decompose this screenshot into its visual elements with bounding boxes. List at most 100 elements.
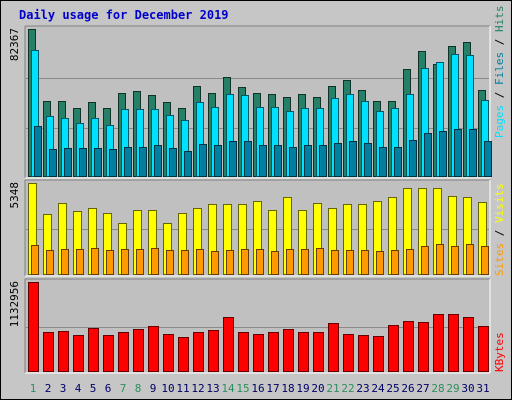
bar-sites-day-1 (31, 245, 39, 275)
bar-pages-day-17 (274, 145, 282, 177)
bar-kbytes-day-12 (193, 332, 204, 372)
bar-pages-day-27 (424, 133, 432, 177)
x-tick-label-day-11: 11 (176, 382, 189, 395)
bar-sites-day-12 (196, 249, 204, 275)
bar-pages-day-16 (259, 145, 267, 177)
bar-kbytes-day-6 (103, 335, 114, 372)
bar-kbytes-day-15 (238, 332, 249, 372)
bar-sites-day-16 (256, 249, 264, 275)
x-tick-label-day-4: 4 (75, 382, 82, 395)
bar-sites-day-17 (271, 251, 279, 275)
x-tick-label-day-6: 6 (105, 382, 112, 395)
bar-sites-day-11 (181, 250, 189, 275)
bar-sites-day-27 (421, 246, 429, 275)
legend-kbytes: KBytes (493, 332, 506, 372)
right-axis-legend: Pages / Files / Hits (493, 6, 506, 139)
x-tick-label-day-31: 31 (476, 382, 489, 395)
bar-sites-day-15 (241, 249, 249, 275)
chart-title: Daily usage for December 2019 (19, 8, 229, 22)
bar-pages-day-14 (229, 141, 237, 177)
bar-kbytes-day-10 (163, 334, 174, 372)
bar-kbytes-day-27 (418, 322, 429, 372)
x-tick-label-day-25: 25 (386, 382, 399, 395)
bar-kbytes-day-5 (88, 328, 99, 372)
bar-pages-day-7 (124, 147, 132, 177)
bar-sites-day-23 (361, 250, 369, 275)
bar-pages-day-19 (304, 145, 312, 177)
x-tick-label-day-5: 5 (90, 382, 97, 395)
right-axis-legend: Sites / Visits (493, 183, 506, 276)
x-tick-label-day-9: 9 (150, 382, 157, 395)
x-tick-label-day-2: 2 (45, 382, 52, 395)
bar-kbytes-day-4 (73, 335, 84, 372)
bar-sites-day-5 (91, 248, 99, 275)
bar-sites-day-21 (331, 250, 339, 275)
bar-pages-day-10 (169, 148, 177, 177)
panel-1: 82367 Pages / Files / Hits (8, 6, 506, 179)
x-tick-label-day-21: 21 (326, 382, 339, 395)
panel-3: 1132956 KBytes (8, 278, 506, 374)
bar-pages-day-5 (94, 148, 102, 177)
bar-kbytes-day-19 (298, 332, 309, 372)
bar-kbytes-day-22 (343, 334, 354, 372)
bar-kbytes-day-29 (448, 314, 459, 372)
bar-pages-day-8 (139, 147, 147, 177)
x-tick-label-day-15: 15 (236, 382, 249, 395)
bar-sites-day-31 (481, 246, 489, 275)
bar-sites-day-14 (226, 250, 234, 275)
bar-sites-day-19 (301, 249, 309, 275)
bar-pages-day-24 (379, 147, 387, 177)
bar-sites-day-28 (436, 244, 444, 275)
bar-pages-day-23 (364, 143, 372, 177)
bar-kbytes-day-23 (358, 335, 369, 372)
bar-pages-day-25 (394, 147, 402, 177)
x-tick-label-day-16: 16 (251, 382, 264, 395)
bar-pages-day-13 (214, 145, 222, 177)
x-tick-label-day-26: 26 (401, 382, 414, 395)
legend-separator: / (493, 32, 506, 52)
bar-kbytes-day-18 (283, 329, 294, 372)
x-tick-label-day-29: 29 (446, 382, 459, 395)
legend-separator: / (493, 223, 506, 243)
bar-kbytes-day-3 (58, 331, 69, 372)
bar-pages-day-4 (79, 148, 87, 177)
x-tick-label-day-30: 30 (461, 382, 474, 395)
bar-kbytes-day-17 (268, 332, 279, 372)
bar-sites-day-13 (211, 251, 219, 275)
bar-sites-day-2 (46, 250, 54, 275)
bar-pages-day-12 (199, 144, 207, 177)
bar-sites-day-26 (406, 249, 414, 275)
x-tick-label-day-1: 1 (30, 382, 37, 395)
bar-pages-day-6 (109, 149, 117, 177)
x-tick-label-day-7: 7 (120, 382, 127, 395)
bar-sites-day-25 (391, 250, 399, 275)
bar-sites-day-22 (346, 250, 354, 275)
bar-sites-day-18 (286, 249, 294, 275)
bar-pages-day-1 (34, 126, 42, 177)
bar-sites-day-4 (76, 249, 84, 275)
x-tick-label-day-27: 27 (416, 382, 429, 395)
bar-kbytes-day-13 (208, 330, 219, 372)
bar-pages-day-21 (334, 143, 342, 177)
legend-files: Files (493, 52, 506, 85)
bar-pages-day-3 (64, 148, 72, 177)
x-tick-label-day-22: 22 (341, 382, 354, 395)
x-tick-label-day-14: 14 (221, 382, 235, 395)
bar-sites-day-8 (136, 249, 144, 275)
x-tick-label-day-17: 17 (266, 382, 279, 395)
bar-pages-day-18 (289, 147, 297, 177)
bar-kbytes-day-25 (388, 325, 399, 372)
bar-pages-day-11 (184, 151, 192, 177)
bar-kbytes-day-26 (403, 321, 414, 372)
bar-pages-day-31 (484, 141, 492, 177)
bar-pages-day-26 (409, 140, 417, 177)
bar-pages-day-28 (439, 131, 447, 177)
legend-hits: Hits (493, 6, 506, 33)
bar-kbytes-day-2 (43, 332, 54, 372)
x-tick-label-day-8: 8 (135, 382, 142, 395)
bar-kbytes-day-24 (373, 336, 384, 372)
x-tick-label-day-18: 18 (281, 382, 294, 395)
legend-separator: / (493, 85, 506, 105)
bar-pages-day-20 (319, 145, 327, 177)
bar-sites-day-3 (61, 249, 69, 275)
